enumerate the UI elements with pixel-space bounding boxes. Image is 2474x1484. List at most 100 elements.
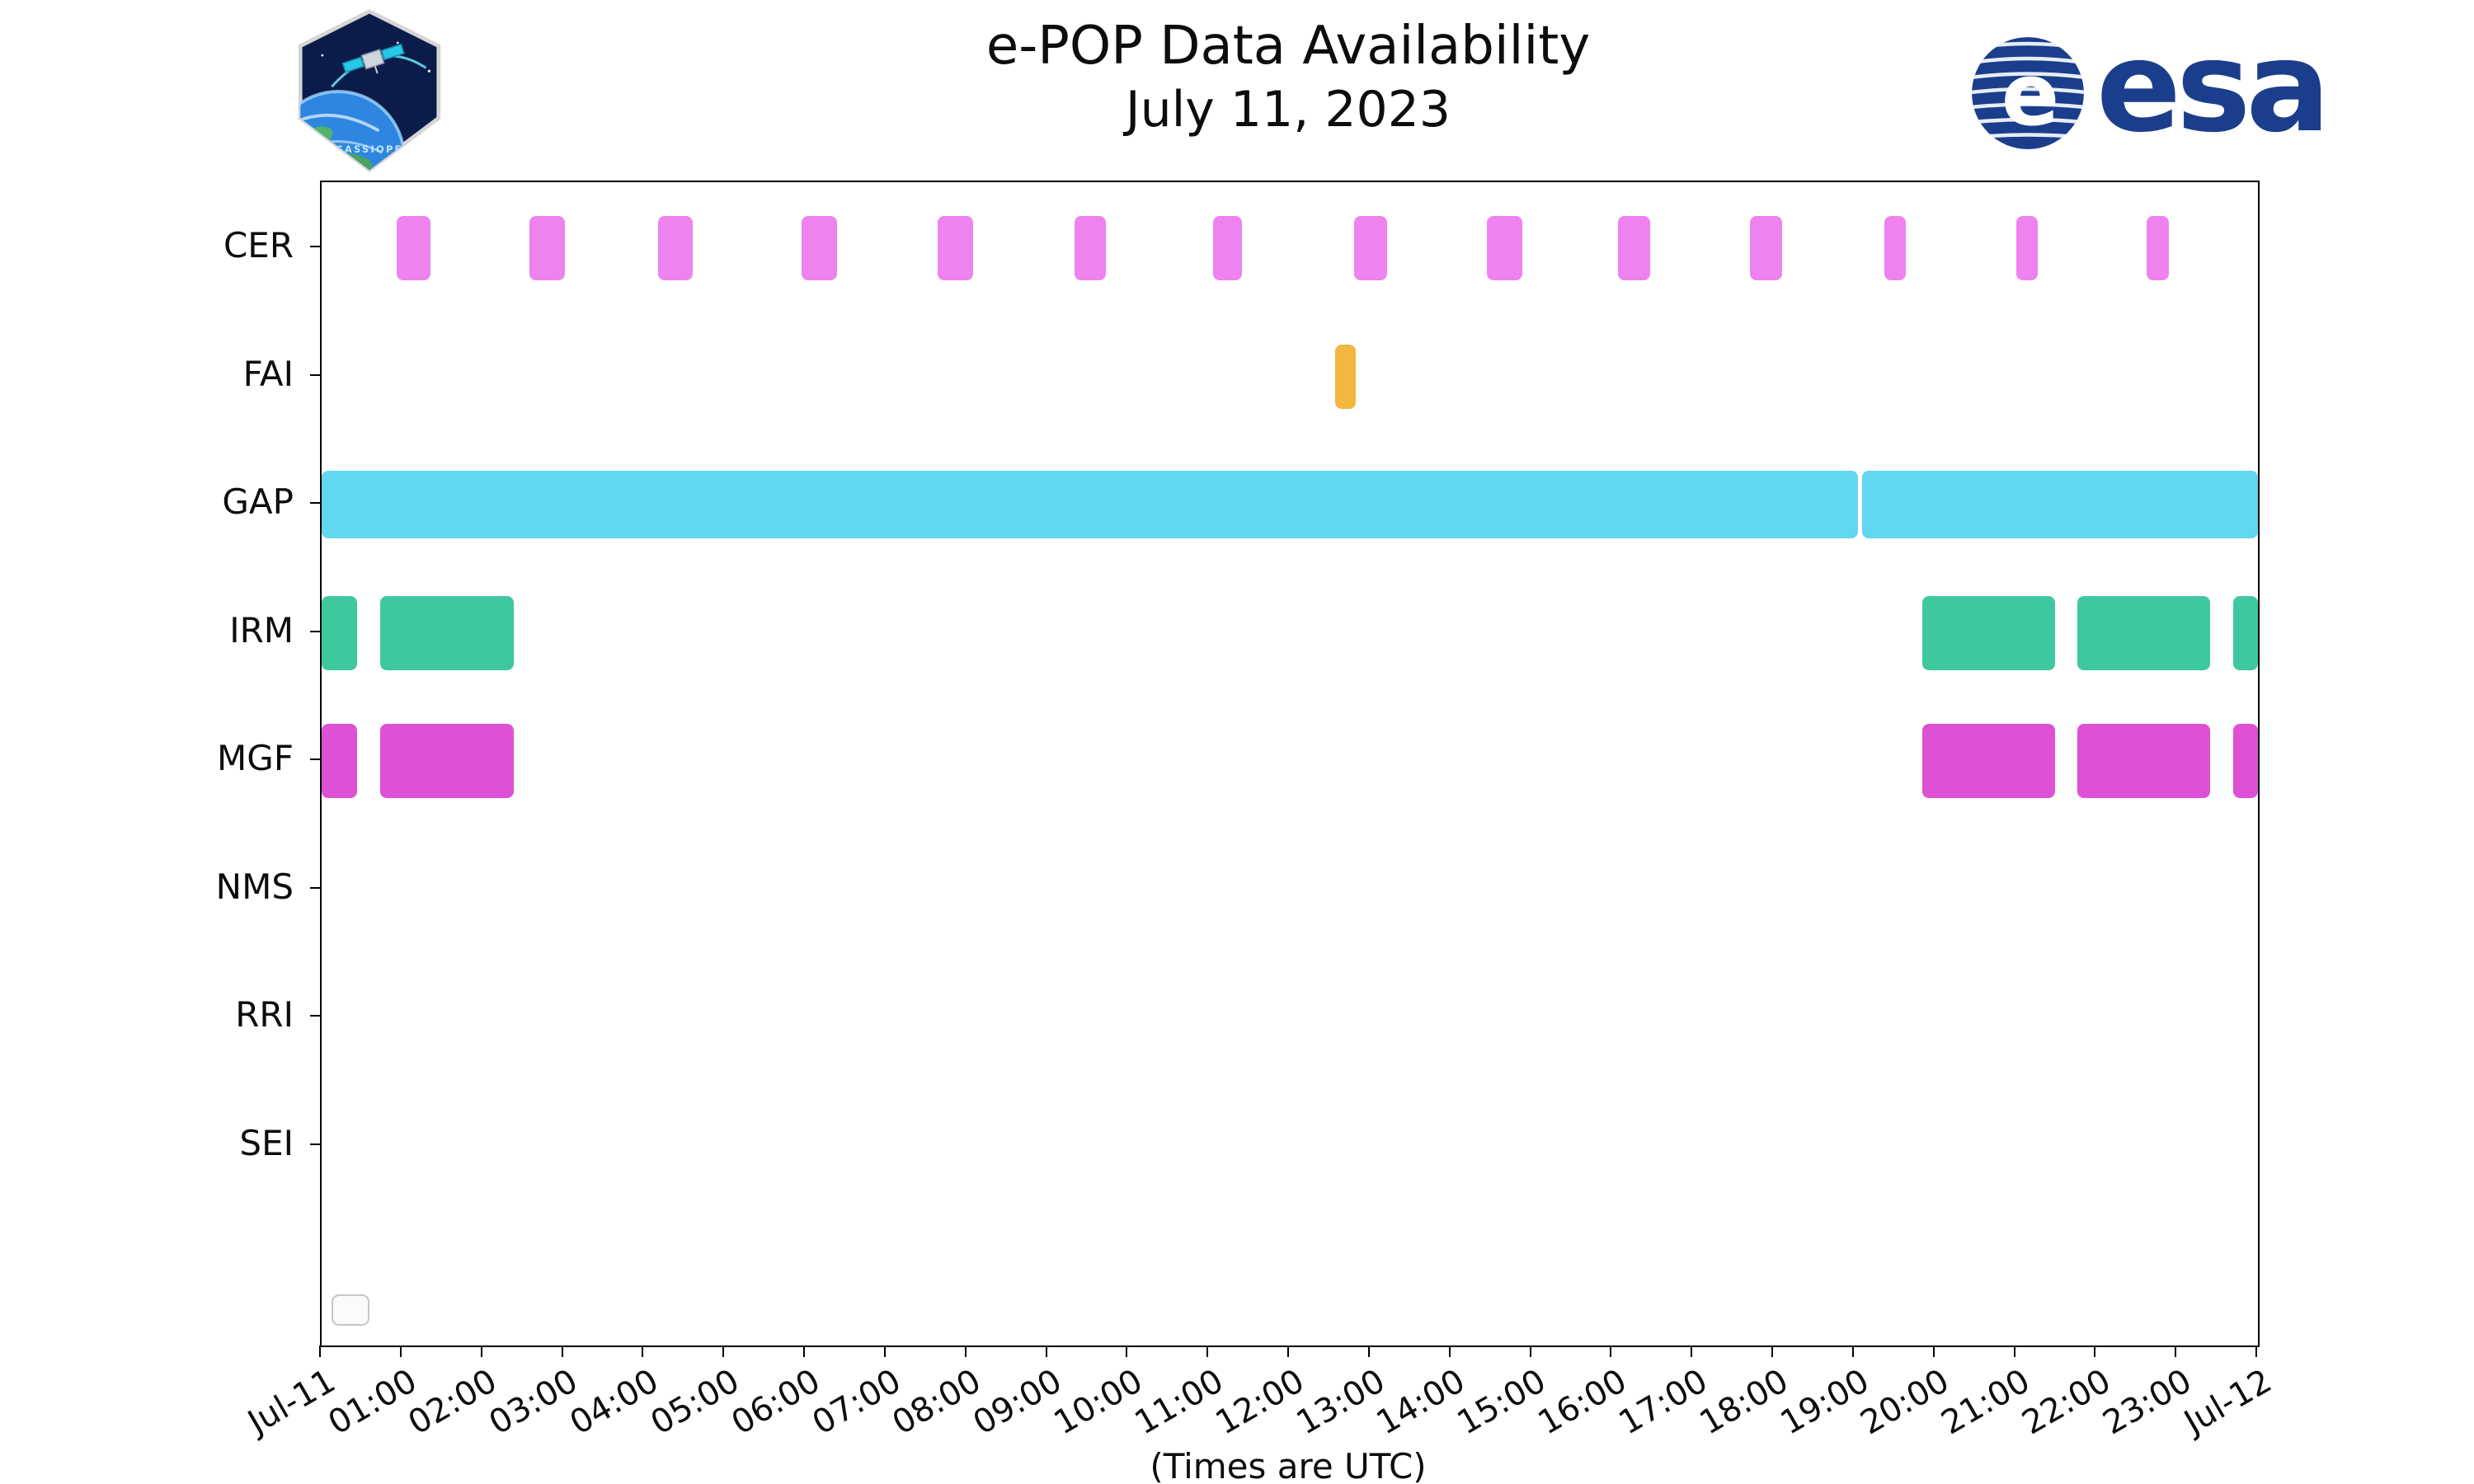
availability-bar-cer [1486, 216, 1522, 280]
availability-bar-mgf [380, 724, 514, 798]
y-axis-label-nms: NMS [215, 866, 294, 907]
y-tick [310, 758, 320, 760]
x-tick [1206, 1345, 1209, 1357]
legend-box [332, 1294, 369, 1326]
availability-bar-mgf [2077, 724, 2211, 798]
availability-bar-irm [1922, 595, 2056, 670]
x-tick [803, 1345, 805, 1357]
x-tick-label: 11:00 [1128, 1362, 1230, 1443]
x-tick-label: 07:00 [805, 1362, 907, 1443]
x-tick-label: Jul-12 [2178, 1362, 2279, 1442]
availability-bar-cer [1749, 216, 1782, 280]
availability-bar-cer [1074, 216, 1106, 280]
x-tick-label: 21:00 [1935, 1362, 2037, 1443]
x-tick [1529, 1345, 1531, 1357]
x-axis: (Times are UTC) Jul-11 01:00 02:00 03:00 04:… [242, 1345, 2279, 1484]
y-axis-label-gap: GAP [222, 481, 294, 522]
x-tick [2255, 1345, 2257, 1357]
y-axis-label-fai: FAI [242, 353, 294, 394]
availability-bar-mgf [1922, 724, 2056, 798]
availability-bar-mgf [2232, 724, 2258, 798]
x-tick-label: 20:00 [1854, 1362, 1956, 1443]
x-tick [1367, 1345, 1370, 1357]
y-tick [310, 502, 320, 504]
x-axis-caption: (Times are UTC) [1150, 1446, 1427, 1484]
x-tick-label: 01:00 [321, 1362, 423, 1443]
x-tick [642, 1345, 644, 1357]
availability-bar-cer [1354, 216, 1388, 280]
chart-title: e-POP Data Availability July 11, 2023 [320, 13, 2256, 141]
x-tick-label: 05:00 [644, 1362, 746, 1443]
x-tick [722, 1345, 725, 1357]
x-tick-label: 23:00 [2096, 1362, 2199, 1443]
availability-bar-gap [322, 471, 1858, 538]
availability-bar-irm [380, 595, 514, 670]
x-tick [1771, 1345, 1773, 1357]
y-tick [310, 373, 320, 376]
x-tick [399, 1345, 402, 1357]
plot-area [320, 181, 2260, 1347]
availability-bar-irm [2077, 595, 2211, 670]
x-tick-label: 03:00 [482, 1362, 585, 1443]
svg-text:e: e [2001, 45, 2060, 145]
x-tick-label: 08:00 [886, 1362, 988, 1443]
x-tick [1610, 1345, 1612, 1357]
y-axis-label-rri: RRI [235, 994, 294, 1035]
y-tick [310, 1015, 320, 1017]
availability-bar-mgf [322, 724, 358, 798]
availability-bar-cer [1618, 216, 1651, 280]
availability-bar-cer [802, 216, 838, 280]
x-tick-label: 19:00 [1773, 1362, 1875, 1443]
x-tick [883, 1345, 886, 1357]
x-tick-label: 16:00 [1531, 1362, 1634, 1443]
x-tick [2094, 1345, 2096, 1357]
x-tick [1126, 1345, 1128, 1357]
y-axis-label-irm: IRM [229, 609, 294, 650]
x-tick-label: 06:00 [725, 1362, 826, 1443]
x-tick-label: 04:00 [563, 1362, 666, 1443]
availability-bar-cer [529, 216, 566, 280]
x-tick [1691, 1345, 1693, 1357]
x-tick-label: 09:00 [967, 1362, 1069, 1443]
y-axis: CER FAI GAP IRM MGF NMS RRI SEI [0, 0, 320, 1484]
title-line-1: e-POP Data Availability [985, 16, 1591, 77]
y-axis-label-cer: CER [223, 225, 294, 265]
x-tick-label: 14:00 [1370, 1362, 1472, 1443]
x-tick [1448, 1345, 1451, 1357]
y-tick [310, 246, 320, 247]
cassiope-patch-icon: CASSIOPE [298, 9, 441, 173]
y-axis-label-sei: SEI [239, 1122, 294, 1163]
y-axis-label-mgf: MGF [217, 738, 294, 778]
x-tick [1045, 1345, 1047, 1357]
x-tick-label: 18:00 [1693, 1362, 1794, 1443]
x-tick-label: 02:00 [402, 1362, 504, 1443]
availability-bar-cer [938, 216, 974, 280]
esa-wordmark: esa [2095, 14, 2331, 160]
availability-bar-irm [322, 595, 358, 670]
availability-bar-cer [2146, 216, 2170, 280]
x-tick [964, 1345, 967, 1357]
y-tick [310, 630, 320, 632]
x-tick [561, 1345, 563, 1357]
x-tick [2013, 1345, 2015, 1357]
availability-bar-fai [1334, 344, 1357, 409]
esa-logo: e esa [1968, 25, 2331, 155]
x-tick-label: 17:00 [1612, 1362, 1714, 1443]
patch-text: CASSIOPE [336, 143, 403, 155]
x-tick [1851, 1345, 1854, 1357]
availability-bar-cer [657, 216, 694, 280]
x-tick-label: 22:00 [2015, 1362, 2118, 1443]
y-tick [310, 886, 320, 889]
x-tick [1287, 1345, 1289, 1357]
title-line-2: July 11, 2023 [1125, 81, 1451, 139]
x-tick [1932, 1345, 1935, 1357]
availability-bar-cer [2015, 216, 2038, 280]
x-tick-label: 13:00 [1289, 1362, 1391, 1443]
x-tick-label: 15:00 [1451, 1362, 1553, 1443]
esa-emblem-icon: e [1971, 37, 2084, 149]
availability-bar-cer [396, 216, 431, 280]
x-tick [319, 1345, 321, 1357]
cassiope-mission-patch: CASSIOPE [290, 8, 449, 173]
x-tick-label: 10:00 [1047, 1362, 1150, 1443]
